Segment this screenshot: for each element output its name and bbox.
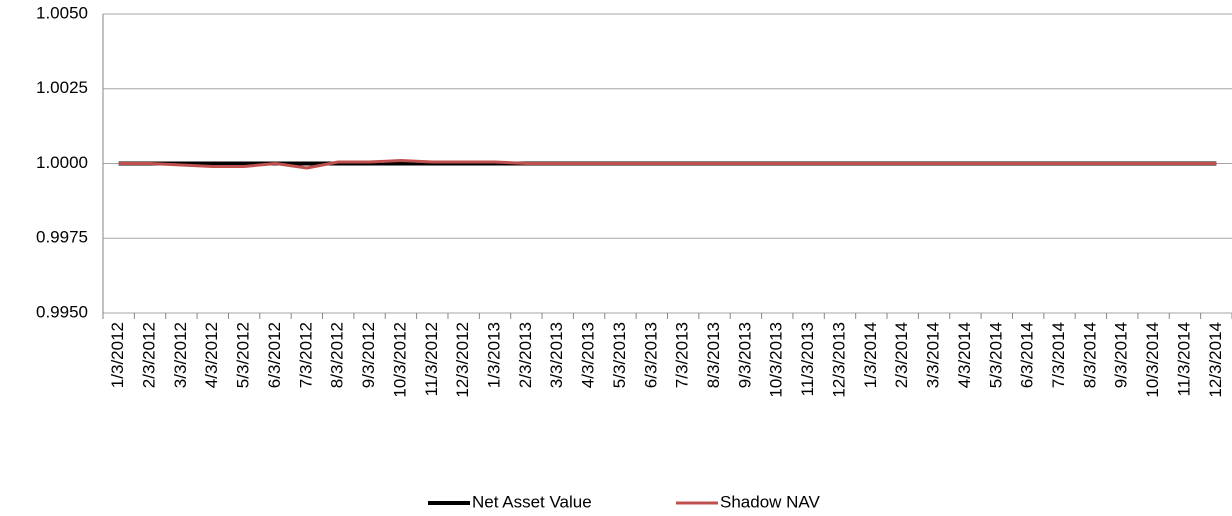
x-tick-label: 3/3/2012 [171, 322, 190, 388]
x-tick-label: 8/3/2014 [1080, 322, 1099, 388]
x-tick-label: 3/3/2013 [547, 322, 566, 388]
x-tick-label: 4/3/2012 [202, 322, 221, 388]
x-tick-label: 1/3/2014 [861, 322, 880, 388]
legend-label: Net Asset Value [472, 492, 592, 511]
x-tick-label: 9/3/2014 [1112, 322, 1131, 388]
x-tick-label: 9/3/2013 [735, 322, 754, 388]
x-tick-label: 1/3/2012 [108, 322, 127, 388]
x-tick-label: 12/3/2012 [453, 322, 472, 398]
x-tick-label: 5/3/2012 [234, 322, 253, 388]
x-tick-label: 6/3/2014 [1018, 322, 1037, 388]
y-tick-label: 0.9950 [36, 302, 88, 321]
x-tick-label: 4/3/2014 [955, 322, 974, 388]
x-tick-label: 5/3/2014 [986, 322, 1005, 388]
x-tick-label: 2/3/2014 [892, 322, 911, 388]
x-tick-label: 11/3/2013 [798, 322, 817, 396]
x-tick-label: 7/3/2012 [296, 322, 315, 388]
series-line [118, 159, 1217, 170]
x-tick-label: 6/3/2012 [265, 322, 284, 388]
y-tick-label: 0.9975 [36, 228, 88, 247]
x-tick-label: 12/3/2014 [1206, 322, 1225, 398]
x-tick-label: 5/3/2013 [610, 322, 629, 388]
x-tick-label: 8/3/2013 [704, 322, 723, 388]
x-tick-label: 12/3/2013 [829, 322, 848, 398]
x-tick-label: 11/3/2014 [1174, 322, 1193, 396]
legend-label: Shadow NAV [720, 492, 821, 511]
x-tick-label: 11/3/2012 [422, 322, 441, 396]
x-tick-label: 8/3/2012 [328, 322, 347, 388]
x-tick-label: 10/3/2012 [390, 322, 409, 398]
x-tick-label: 2/3/2012 [140, 322, 159, 388]
x-tick-label: 6/3/2013 [641, 322, 660, 388]
y-tick-label: 1.0000 [36, 153, 88, 172]
x-tick-label: 4/3/2013 [579, 322, 598, 388]
x-tick-label: 1/3/2013 [484, 322, 503, 388]
x-tick-label: 10/3/2013 [767, 322, 786, 398]
x-tick-label: 2/3/2013 [516, 322, 535, 388]
x-tick-label: 9/3/2012 [359, 322, 378, 388]
y-tick-label: 1.0050 [36, 3, 88, 22]
y-tick-label: 1.0025 [36, 78, 88, 97]
x-tick-label: 7/3/2013 [673, 322, 692, 388]
x-tick-label: 7/3/2014 [1049, 322, 1068, 388]
x-tick-label: 3/3/2014 [924, 322, 943, 388]
x-tick-label: 10/3/2014 [1143, 322, 1162, 398]
